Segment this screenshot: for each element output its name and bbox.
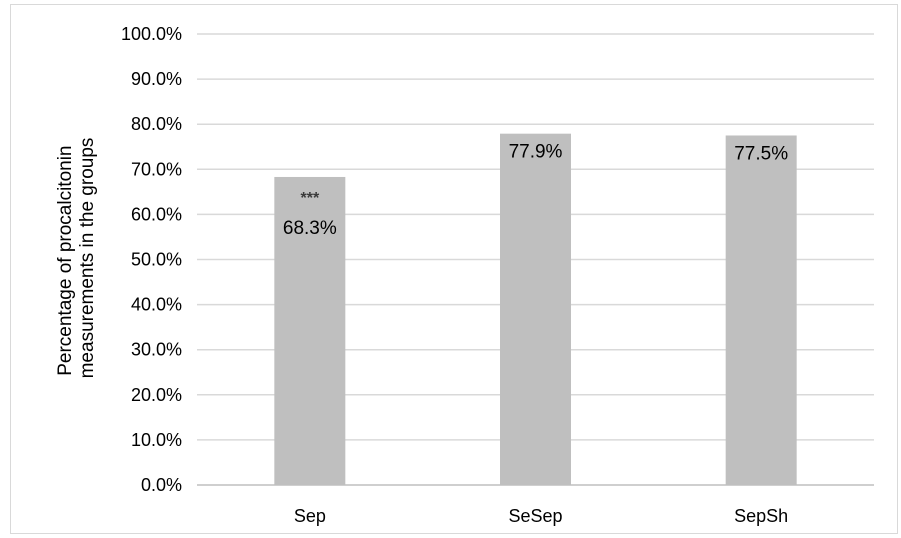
y-tick-label: 40.0% (131, 295, 182, 315)
y-axis-tick-labels: 0.0% 10.0% 20.0% 30.0% 40.0% 50.0% 60.0% 70.0% 8… (121, 24, 182, 495)
y-tick-label: 100.0% (121, 24, 182, 44)
y-tick-label: 50.0% (131, 250, 182, 270)
data-label: 77.5% (734, 143, 788, 164)
x-tick-label: SepSh (734, 506, 788, 526)
y-tick-label: 60.0% (131, 204, 182, 224)
bars: *** 68.3% 77.9% 77.5% (274, 133, 797, 486)
y-tick-label: 30.0% (131, 340, 182, 360)
bar (725, 135, 797, 485)
bar (500, 133, 571, 485)
y-axis-title: Percentage of procalcitonin measurements… (55, 138, 98, 379)
y-axis-title-line-2: measurements in the groups (77, 138, 98, 379)
y-tick-label: 80.0% (131, 114, 182, 134)
significance-marker: *** (300, 190, 319, 207)
y-tick-label: 0.0% (141, 475, 182, 495)
x-tick-label: SeSep (508, 506, 562, 526)
y-tick-label: 20.0% (131, 385, 182, 405)
x-axis-tick-labels: Sep SeSep SepSh (294, 506, 788, 526)
y-tick-label: 90.0% (131, 69, 182, 89)
data-label: 68.3% (283, 218, 337, 239)
y-axis-title-line-1: Percentage of procalcitonin (55, 146, 76, 376)
y-tick-label: 10.0% (131, 430, 182, 450)
y-tick-label: 70.0% (131, 159, 182, 179)
x-tick-label: Sep (294, 506, 326, 526)
bar (274, 176, 346, 486)
data-label: 77.9% (509, 142, 563, 163)
